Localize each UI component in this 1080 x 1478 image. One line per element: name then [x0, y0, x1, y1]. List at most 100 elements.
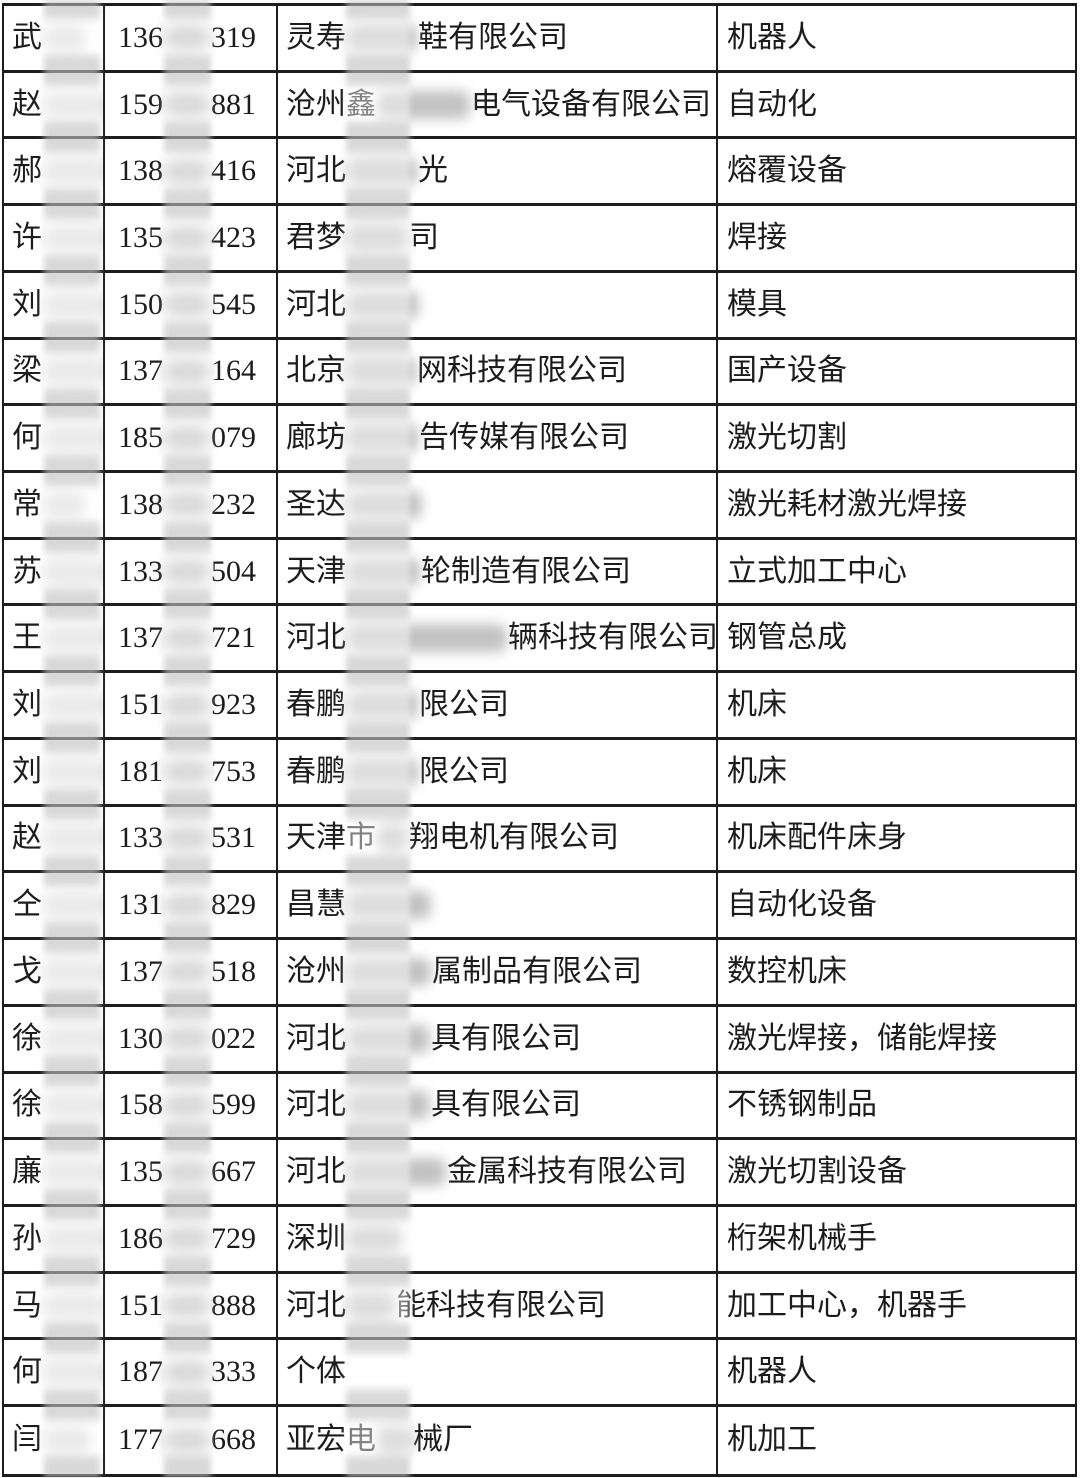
category-text: 机床配件床身	[727, 821, 907, 855]
cell-contact-name: 徐	[4, 1006, 105, 1074]
phone-prefix-text: 135	[118, 221, 163, 255]
cell-company: 沧州 属制品有限公司	[278, 940, 718, 1007]
company-prefix-text: 亚宏电	[286, 1423, 376, 1457]
cell-contact-name: 赵	[4, 72, 105, 140]
cell-contact-name: 许	[4, 206, 105, 273]
phone-suffix-text: 923	[211, 688, 256, 722]
company-prefix-text: 圣达	[286, 487, 346, 521]
cell-phone: 151 923	[105, 673, 278, 740]
cell-company: 河北 具有限公司	[278, 1073, 718, 1141]
phone-prefix-text: 130	[118, 1021, 163, 1055]
company-suffix-text: 翔电机有限公司	[409, 821, 619, 855]
redacted-company-middle	[347, 557, 420, 586]
cell-category: 钢管总成	[718, 606, 1075, 674]
redacted-phone-middle	[165, 1159, 209, 1185]
redacted-phone-middle	[165, 892, 209, 918]
surname-text: 郝	[12, 154, 42, 188]
phone-suffix-text: 667	[211, 1155, 256, 1189]
cell-phone: 130 022	[105, 1006, 278, 1074]
cell-phone: 138 416	[105, 139, 278, 207]
company-prefix-text: 灵寿	[286, 20, 346, 54]
cell-category: 机床配件床身	[718, 807, 1075, 874]
phone-prefix-text: 177	[118, 1423, 163, 1457]
category-text: 熔覆设备	[727, 154, 847, 188]
surname-text: 赵	[12, 87, 42, 121]
redacted-phone-middle	[165, 1427, 209, 1453]
cell-category: 机加工	[718, 1407, 1075, 1474]
surname-text: 何	[12, 421, 42, 455]
redacted-phone-middle	[165, 425, 209, 451]
cell-category: 立式加工中心	[718, 540, 1075, 607]
cell-category: 桁架机械手	[718, 1207, 1075, 1274]
cell-contact-name: 闫	[4, 1407, 105, 1474]
cell-company: 春鹏 限公司	[278, 739, 718, 807]
company-prefix-text: 沧州	[286, 954, 346, 988]
surname-text: 闫	[12, 1423, 42, 1457]
cell-phone: 150 545	[105, 272, 278, 340]
company-suffix-text: 限公司	[419, 688, 509, 722]
redacted-company-middle	[377, 824, 408, 853]
cell-contact-name: 刘	[4, 739, 105, 807]
phone-prefix-text: 151	[118, 688, 163, 722]
surname-text: 刘	[12, 287, 42, 321]
surname-text: 马	[12, 1288, 42, 1322]
cell-company: 沧州鑫 电气设备有限公司	[278, 72, 718, 140]
category-text: 激光切割设备	[727, 1155, 907, 1189]
cell-contact-name: 仝	[4, 873, 105, 941]
company-prefix-text: 个体	[286, 1355, 346, 1389]
surname-text: 何	[12, 1355, 42, 1389]
category-text: 焊接	[727, 221, 787, 255]
company-suffix-text: 光	[418, 154, 448, 188]
redacted-company-middle	[347, 357, 416, 386]
cell-category: 机床	[718, 740, 1075, 807]
redacted-given-name	[45, 291, 103, 318]
phone-suffix-text: 079	[211, 421, 256, 455]
cell-category: 机器人	[718, 6, 1075, 73]
redacted-phone-middle	[165, 625, 209, 651]
cell-contact-name: 梁	[4, 339, 105, 407]
contact-table: 武 136 319 灵寿 鞋有限公司 机器人 赵 159 881 沧州鑫 电气设备有限公…	[2, 3, 1077, 1477]
phone-suffix-text: 232	[211, 487, 256, 521]
category-text: 自动化设备	[727, 888, 877, 922]
cell-phone: 137 164	[105, 339, 278, 407]
redacted-given-name	[45, 625, 103, 652]
redacted-phone-middle	[165, 1226, 209, 1252]
redacted-given-name	[45, 425, 103, 452]
surname-text: 苏	[12, 554, 42, 588]
redacted-given-name	[45, 825, 103, 852]
company-prefix-text: 沧州鑫	[286, 87, 376, 121]
redacted-given-name	[45, 692, 103, 719]
company-prefix-text: 天津	[286, 554, 346, 588]
phone-prefix-text: 133	[118, 821, 163, 855]
cell-contact-name: 何	[4, 1340, 105, 1408]
cell-company: 廊坊 告传媒有限公司	[278, 406, 718, 474]
category-text: 机床	[727, 688, 787, 722]
company-suffix-text: 电气设备有限公司	[471, 87, 711, 121]
redacted-company-middle	[347, 424, 418, 453]
category-text: 机床	[727, 754, 787, 788]
cell-phone: 137 721	[105, 606, 278, 674]
category-text: 数控机床	[727, 954, 847, 988]
redacted-phone-middle	[165, 25, 209, 51]
redacted-phone-middle	[165, 825, 209, 851]
cell-company: 河北 能科技有限公司	[278, 1273, 718, 1341]
redacted-company-middle	[347, 1091, 430, 1120]
category-text: 模具	[727, 287, 787, 321]
cell-category: 不锈钢制品	[718, 1074, 1075, 1141]
redacted-company-middle	[377, 90, 470, 119]
phone-prefix-text: 131	[118, 888, 163, 922]
surname-text: 廉	[12, 1155, 42, 1189]
redacted-company-middle	[347, 691, 418, 720]
company-prefix-text: 深圳	[286, 1221, 346, 1255]
category-text: 机加工	[727, 1423, 817, 1457]
phone-suffix-text: 668	[211, 1423, 256, 1457]
cell-company: 河北 具有限公司	[278, 1006, 718, 1074]
cell-contact-name: 郝	[4, 139, 105, 207]
redacted-given-name	[45, 1159, 103, 1186]
company-suffix-text: 鞋有限公司	[418, 20, 568, 54]
cell-company: 天津 轮制造有限公司	[278, 539, 718, 607]
cell-contact-name: 武	[4, 6, 105, 73]
phone-prefix-text: 185	[118, 421, 163, 455]
phone-suffix-text: 518	[211, 954, 256, 988]
